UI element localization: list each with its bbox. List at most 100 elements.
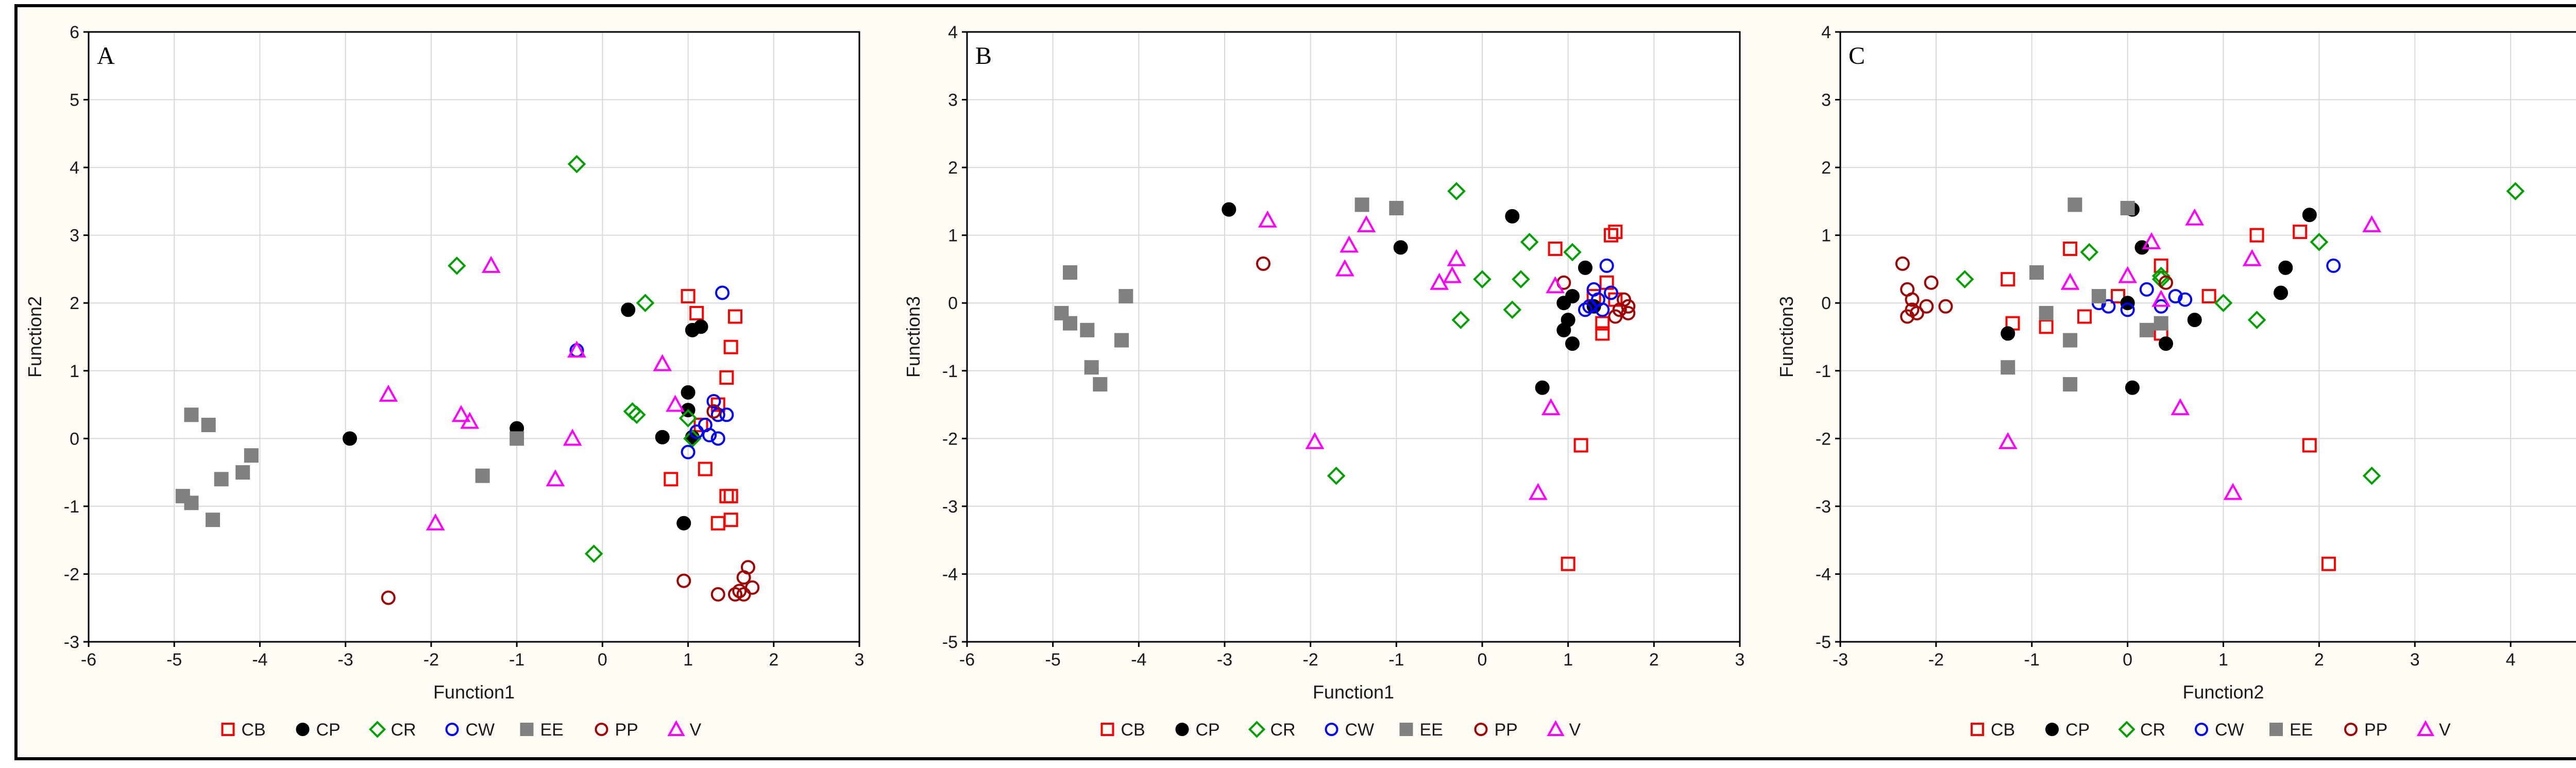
data-point bbox=[1595, 302, 1610, 317]
scatter-panel-c: -3-2-1012345-5-4-3-2-101234Function2Func… bbox=[1776, 23, 2576, 740]
data-point bbox=[1258, 210, 1277, 228]
data-point bbox=[681, 445, 696, 459]
data-point bbox=[2242, 249, 2262, 266]
data-point bbox=[2125, 380, 2140, 395]
legend: CB CP CR CW EE PP V bbox=[1100, 720, 1581, 740]
data-point bbox=[2158, 336, 2173, 351]
x-tick-label: -1 bbox=[1388, 650, 1404, 670]
legend-marker-cp bbox=[296, 723, 310, 736]
legend: CB CP CR CW EE PP V bbox=[1971, 720, 2451, 740]
data-point bbox=[2139, 322, 2154, 337]
data-point bbox=[710, 407, 725, 422]
data-point bbox=[1063, 316, 1077, 331]
y-tick-label: -1 bbox=[942, 362, 958, 381]
y-tick-label: 1 bbox=[948, 226, 958, 246]
data-point bbox=[1063, 265, 1077, 280]
data-point bbox=[2185, 208, 2205, 226]
data-point bbox=[1335, 259, 1354, 277]
y-tick-label: 4 bbox=[70, 158, 79, 178]
legend-label-cp: CP bbox=[2065, 720, 2090, 740]
data-point bbox=[1520, 232, 1539, 251]
data-point bbox=[1998, 432, 2018, 449]
series-ee bbox=[2001, 197, 2168, 392]
scatter-panel-a: -6 -5 -4 -3 -2 -1 0 1 2 3 -3 -2 -1 0 1 2 3 4 5 6 Function1 Fu… bbox=[24, 23, 864, 740]
legend-marker-v bbox=[1547, 720, 1565, 736]
data-point bbox=[2111, 289, 2126, 304]
data-point bbox=[627, 405, 646, 424]
legend-marker-pp bbox=[2344, 723, 2358, 736]
data-point bbox=[426, 513, 445, 531]
legend-marker-cr bbox=[2118, 721, 2136, 738]
data-point bbox=[1512, 270, 1530, 289]
x-tick-label: -3 bbox=[1833, 650, 1848, 670]
data-point bbox=[2171, 398, 2190, 416]
plot-border bbox=[966, 31, 1741, 643]
legend-label-ee: EE bbox=[1420, 720, 1443, 740]
x-tick-label: -4 bbox=[252, 650, 267, 670]
legend-marker-cr bbox=[368, 721, 386, 738]
x-axis-title: Function1 bbox=[1313, 681, 1394, 703]
data-point bbox=[1578, 302, 1592, 317]
data-point bbox=[2063, 333, 2078, 348]
y-tick-label: 0 bbox=[948, 294, 958, 313]
y-axis-title: Function2 bbox=[24, 296, 45, 378]
y-tick-label: -2 bbox=[64, 565, 79, 584]
y-tick-label: 2 bbox=[948, 158, 958, 178]
legend-label-ee: EE bbox=[540, 720, 564, 740]
data-point bbox=[681, 385, 696, 400]
x-tick-label: -2 bbox=[1303, 650, 1318, 670]
data-point bbox=[1451, 311, 1470, 329]
y-tick-label: 1 bbox=[70, 362, 79, 381]
data-point bbox=[1955, 270, 1974, 289]
series-v bbox=[1998, 208, 2382, 500]
data-point bbox=[723, 339, 738, 354]
y-tick-label: -1 bbox=[64, 497, 79, 517]
data-point bbox=[2001, 360, 2015, 375]
y-tick-label: -3 bbox=[64, 633, 79, 652]
y-tick-label: 3 bbox=[948, 91, 958, 110]
data-point bbox=[2178, 292, 2193, 307]
data-point bbox=[710, 431, 725, 446]
legend-label-cp: CP bbox=[316, 720, 341, 740]
legend-label-v: V bbox=[690, 720, 702, 740]
legend-marker-pp bbox=[595, 723, 608, 736]
legend-label-cw: CW bbox=[466, 720, 495, 740]
legend-marker-cw bbox=[2195, 723, 2208, 736]
data-point bbox=[563, 429, 582, 446]
x-tick-label: 2 bbox=[1649, 650, 1659, 670]
data-point bbox=[1578, 260, 1592, 275]
series-cr bbox=[1327, 182, 1582, 485]
data-point bbox=[1895, 256, 1910, 271]
data-point bbox=[1528, 483, 1548, 500]
data-point bbox=[2151, 266, 2171, 285]
y-tick-label: -4 bbox=[942, 565, 958, 584]
data-point bbox=[2080, 243, 2099, 262]
y-tick-label: 2 bbox=[70, 294, 79, 313]
x-tick-label: -5 bbox=[1045, 650, 1061, 670]
data-point bbox=[1535, 380, 1550, 395]
data-point bbox=[1354, 197, 1369, 212]
series-cb bbox=[2001, 225, 2336, 571]
x-tick-label: 0 bbox=[1478, 650, 1487, 670]
legend-label-v: V bbox=[1569, 720, 1581, 740]
legend-label-cw: CW bbox=[2215, 720, 2244, 740]
legend-label-pp: PP bbox=[615, 720, 638, 740]
data-point bbox=[710, 587, 725, 602]
data-point bbox=[1595, 326, 1610, 341]
data-point bbox=[1621, 305, 1636, 320]
data-point bbox=[676, 573, 691, 588]
data-point bbox=[235, 465, 250, 480]
data-point bbox=[689, 305, 704, 320]
data-point bbox=[719, 370, 734, 385]
data-point bbox=[2118, 266, 2138, 283]
legend-label-v: V bbox=[2439, 720, 2451, 740]
data-point bbox=[698, 462, 713, 476]
data-point bbox=[1563, 243, 1582, 262]
data-point bbox=[745, 580, 760, 595]
data-point bbox=[567, 155, 586, 174]
data-point bbox=[1599, 258, 1614, 273]
data-point bbox=[2247, 311, 2266, 329]
data-point bbox=[2362, 215, 2382, 232]
data-point bbox=[2001, 272, 2015, 287]
legend-marker-cb bbox=[1100, 723, 1114, 736]
